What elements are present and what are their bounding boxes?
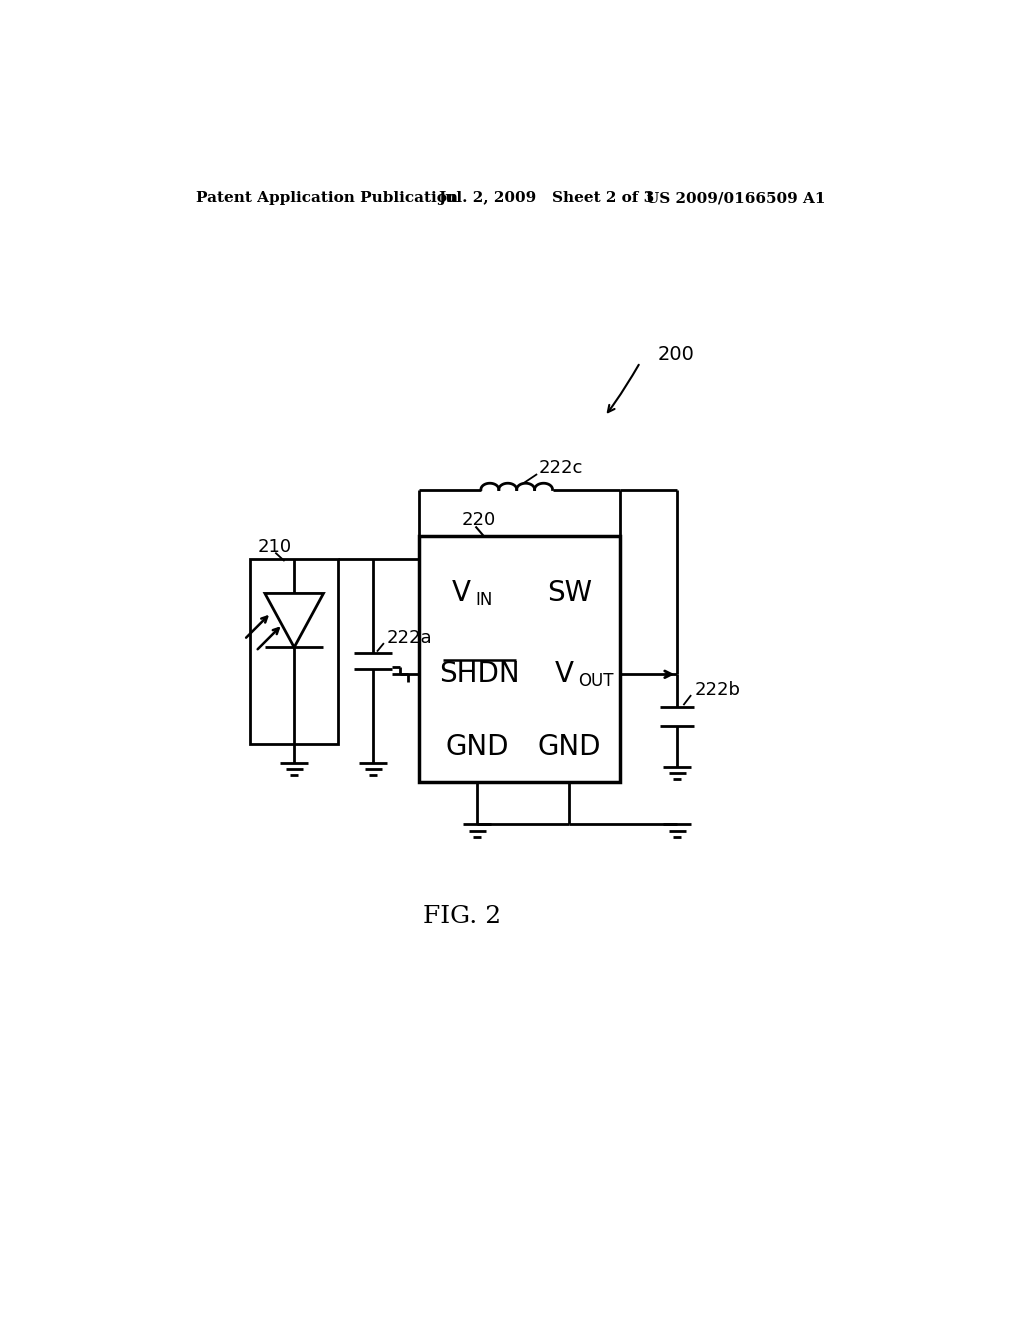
Text: 220: 220 bbox=[462, 511, 496, 529]
Text: OUT: OUT bbox=[578, 672, 613, 690]
Polygon shape bbox=[265, 594, 324, 647]
Text: FIG. 2: FIG. 2 bbox=[423, 906, 501, 928]
Text: SHDN: SHDN bbox=[439, 660, 520, 688]
Text: V: V bbox=[555, 660, 573, 688]
Text: V: V bbox=[453, 579, 471, 607]
Text: GND: GND bbox=[538, 734, 601, 762]
Text: 222c: 222c bbox=[539, 459, 583, 477]
Text: 222b: 222b bbox=[694, 681, 740, 698]
Text: US 2009/0166509 A1: US 2009/0166509 A1 bbox=[646, 191, 826, 206]
Text: SW: SW bbox=[547, 579, 592, 607]
Text: 200: 200 bbox=[658, 346, 695, 364]
Text: 210: 210 bbox=[258, 539, 292, 556]
Text: Jul. 2, 2009   Sheet 2 of 3: Jul. 2, 2009 Sheet 2 of 3 bbox=[438, 191, 654, 206]
Bar bbox=[419, 536, 620, 781]
Text: Patent Application Publication: Patent Application Publication bbox=[196, 191, 458, 206]
FancyArrowPatch shape bbox=[608, 364, 639, 412]
Bar bbox=[250, 558, 339, 743]
Text: 222a: 222a bbox=[387, 628, 432, 647]
Text: IN: IN bbox=[475, 591, 493, 610]
Text: GND: GND bbox=[445, 734, 509, 762]
